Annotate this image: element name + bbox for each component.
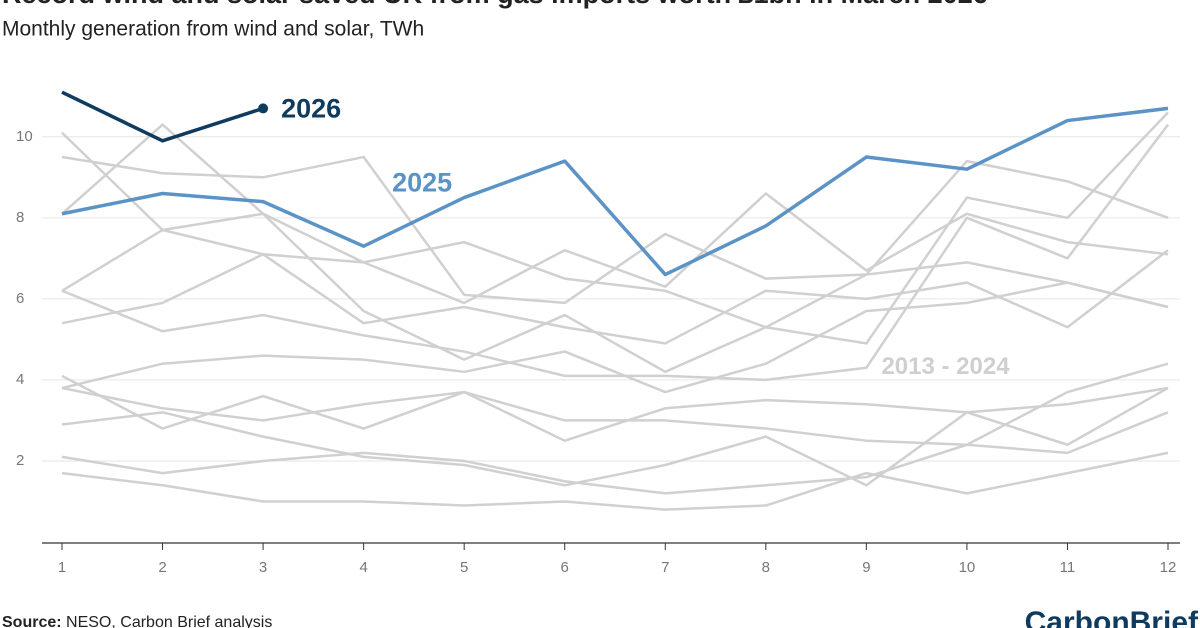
source-label: Source: (2, 614, 62, 628)
annotation: 2013 - 2024 (881, 353, 1010, 380)
chart-subtitle: Monthly generation from wind and solar, … (2, 18, 424, 41)
x-tick-label: 1 (58, 559, 66, 576)
background-line (61, 192, 1169, 305)
background-line (61, 111, 1169, 345)
background-line (61, 123, 1169, 382)
logo: CarbonBrief (1025, 606, 1199, 628)
x-tick-label: 10 (959, 559, 976, 576)
y-tick-label: 8 (16, 209, 24, 226)
background-line (61, 281, 1169, 394)
end-dot (258, 103, 269, 114)
background-line (61, 374, 1169, 446)
x-tick-label: 2 (158, 559, 166, 576)
source-text: NESO, Carbon Brief analysis (66, 614, 272, 628)
x-tick-label: 7 (661, 559, 669, 576)
x-tick-label: 4 (359, 559, 367, 576)
series-label: 2026 (281, 94, 341, 124)
series-label: 2025 (392, 168, 452, 198)
series-line (61, 90, 264, 143)
y-tick-label: 2 (16, 452, 24, 469)
x-tick-label: 8 (762, 559, 770, 576)
background-line (61, 386, 1169, 487)
y-tick-label: 4 (16, 371, 24, 388)
x-tick-label: 11 (1060, 559, 1076, 576)
background-line (61, 451, 1169, 511)
x-tick-label: 9 (862, 559, 870, 576)
y-tick-label: 10 (16, 128, 33, 145)
source: Source: NESO, Carbon Brief analysis (2, 614, 272, 628)
x-tick-label: 3 (259, 559, 267, 576)
background-line (61, 411, 1169, 495)
background-line (61, 362, 1169, 446)
background-line (61, 249, 1169, 345)
x-tick-label: 12 (1160, 559, 1177, 576)
chart-title: Record wind and solar saved UK from gas … (2, 0, 988, 9)
x-tick-label: 5 (460, 559, 468, 576)
series-line (61, 106, 1169, 277)
y-tick-label: 6 (16, 290, 24, 307)
x-tick-label: 6 (561, 559, 569, 576)
